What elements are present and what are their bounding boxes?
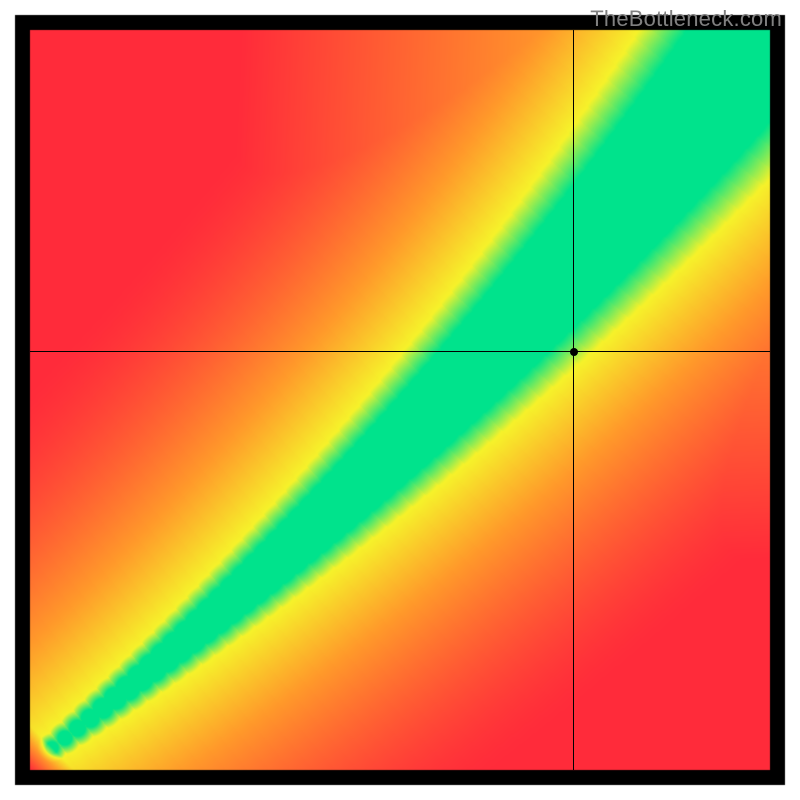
crosshair-vertical — [573, 30, 574, 770]
watermark-text: TheBottleneck.com — [590, 6, 782, 32]
crosshair-horizontal — [30, 351, 770, 352]
bottleneck-heatmap — [0, 0, 800, 800]
crosshair-dot — [570, 348, 578, 356]
